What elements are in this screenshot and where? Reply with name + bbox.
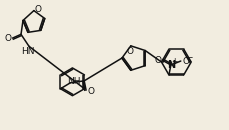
- Text: +: +: [171, 57, 177, 66]
- Text: O: O: [87, 87, 94, 96]
- Text: N: N: [166, 60, 174, 70]
- Text: NH: NH: [67, 77, 81, 86]
- Text: −: −: [186, 54, 192, 63]
- Text: O: O: [126, 47, 133, 56]
- Text: HN: HN: [21, 47, 35, 56]
- Text: O: O: [154, 56, 161, 64]
- Text: O: O: [34, 5, 41, 14]
- Text: O: O: [181, 57, 188, 66]
- Text: O: O: [5, 34, 12, 43]
